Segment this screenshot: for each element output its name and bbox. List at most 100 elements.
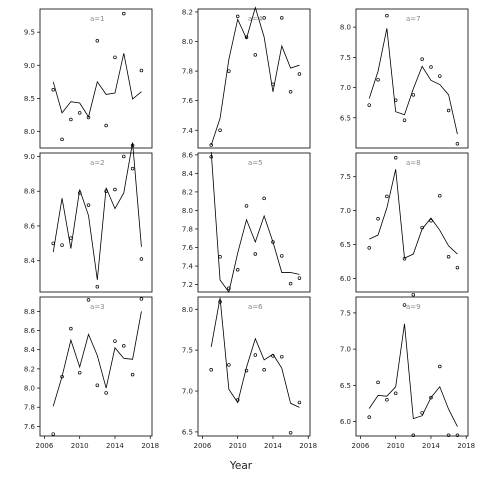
y-tick-label: 8.6: [24, 327, 36, 335]
y-tick-label: 7.5: [340, 309, 351, 317]
panel-label-9: a=9: [406, 303, 421, 311]
data-point: [280, 16, 284, 20]
data-point: [113, 187, 117, 192]
y-tick-label: 7.0: [340, 207, 351, 215]
y-tick-label: 6.5: [340, 114, 351, 122]
y-tick-label: 8.0: [340, 24, 351, 32]
data-point: [411, 433, 416, 438]
panel-label-5: a=5: [248, 159, 263, 167]
data-point: [86, 298, 91, 302]
data-point: [235, 14, 240, 19]
data-point: [280, 254, 284, 258]
series-line-5: [210, 152, 300, 293]
data-point: [218, 300, 222, 304]
data-point: [139, 68, 144, 73]
data-point: [122, 154, 126, 159]
data-point: [113, 55, 117, 60]
x-tick-label: 2014: [264, 442, 282, 450]
data-point: [122, 344, 126, 348]
data-point: [60, 374, 64, 379]
y-tick-label: 7.8: [182, 225, 193, 233]
panel-frame-7: [39, 296, 153, 437]
y-tick-label: 8.5: [24, 95, 35, 103]
y-tick-label: 7.8: [182, 68, 193, 76]
x-tick-label: 2018: [457, 442, 475, 450]
panel-label-3: a=7: [406, 15, 421, 23]
data-point: [69, 117, 73, 122]
y-tick-label: 6.5: [182, 428, 193, 436]
y-tick-label: 8.0: [182, 306, 193, 314]
x-tick-label: 2006: [193, 442, 211, 450]
data-point: [77, 191, 82, 195]
data-point: [60, 243, 64, 247]
data-point: [244, 368, 249, 373]
data-point: [95, 383, 100, 387]
x-axis-title: Year: [229, 460, 253, 472]
y-tick-label: 8.2: [182, 188, 193, 196]
panel-frame-6: [355, 152, 469, 293]
y-tick-label: 8.2: [182, 8, 193, 16]
data-point: [438, 74, 442, 78]
data-point: [376, 217, 380, 221]
data-point: [402, 118, 407, 122]
panel-label-6: a=8: [406, 159, 421, 167]
data-point: [420, 411, 424, 415]
data-point: [385, 398, 389, 402]
data-point: [411, 93, 416, 97]
data-point: [385, 13, 389, 18]
data-point: [139, 297, 144, 301]
data-point: [367, 415, 371, 419]
panel-label-2: a=4: [248, 15, 263, 23]
y-tick-label: 8.0: [182, 38, 193, 46]
y-tick-label: 9.5: [24, 29, 35, 37]
y-tick-label: 7.0: [340, 84, 351, 92]
y-tick-label: 8.0: [182, 207, 193, 215]
data-point: [227, 286, 231, 291]
data-point: [297, 276, 302, 280]
data-point: [271, 354, 275, 358]
data-point: [218, 255, 222, 259]
panel-frame-3: [355, 8, 469, 149]
data-point: [253, 252, 258, 256]
data-point: [95, 39, 100, 43]
data-point: [227, 69, 231, 73]
data-point: [367, 246, 371, 250]
data-point: [376, 77, 380, 82]
data-point: [262, 16, 266, 20]
panel-frame-2: [197, 8, 311, 149]
data-point: [95, 285, 100, 289]
data-point: [235, 398, 240, 402]
data-point: [77, 370, 82, 375]
x-tick-label: 2018: [141, 442, 159, 450]
x-tick-label: 2006: [351, 442, 369, 450]
data-point: [262, 196, 266, 201]
data-point: [86, 115, 91, 120]
data-point: [104, 189, 108, 193]
data-point: [280, 354, 284, 359]
data-point: [122, 11, 126, 16]
data-point: [244, 35, 249, 39]
data-point: [297, 72, 302, 76]
panel-label-1: a=1: [90, 15, 105, 23]
y-tick-label: 8.0: [24, 385, 35, 393]
data-point: [253, 353, 258, 357]
series-line-7: [52, 311, 142, 407]
x-tick-label: 2010: [387, 442, 405, 450]
y-tick-label: 7.6: [24, 423, 36, 431]
y-tick-label: 6.5: [340, 382, 351, 390]
data-point: [209, 154, 213, 159]
data-point: [420, 225, 424, 230]
x-tick-label: 2014: [106, 442, 124, 450]
data-point: [446, 254, 451, 259]
y-tick-label: 8.8: [24, 308, 35, 316]
y-tick-label: 8.8: [24, 188, 35, 196]
y-tick-label: 8.4: [24, 346, 36, 354]
y-tick-label: 6.0: [340, 275, 351, 283]
data-point: [104, 391, 108, 395]
data-point: [402, 303, 407, 307]
data-point: [51, 241, 55, 246]
data-point: [385, 194, 389, 199]
panel-label-7: a=3: [90, 303, 105, 311]
y-tick-label: 6.5: [340, 241, 351, 249]
data-point: [77, 111, 82, 115]
